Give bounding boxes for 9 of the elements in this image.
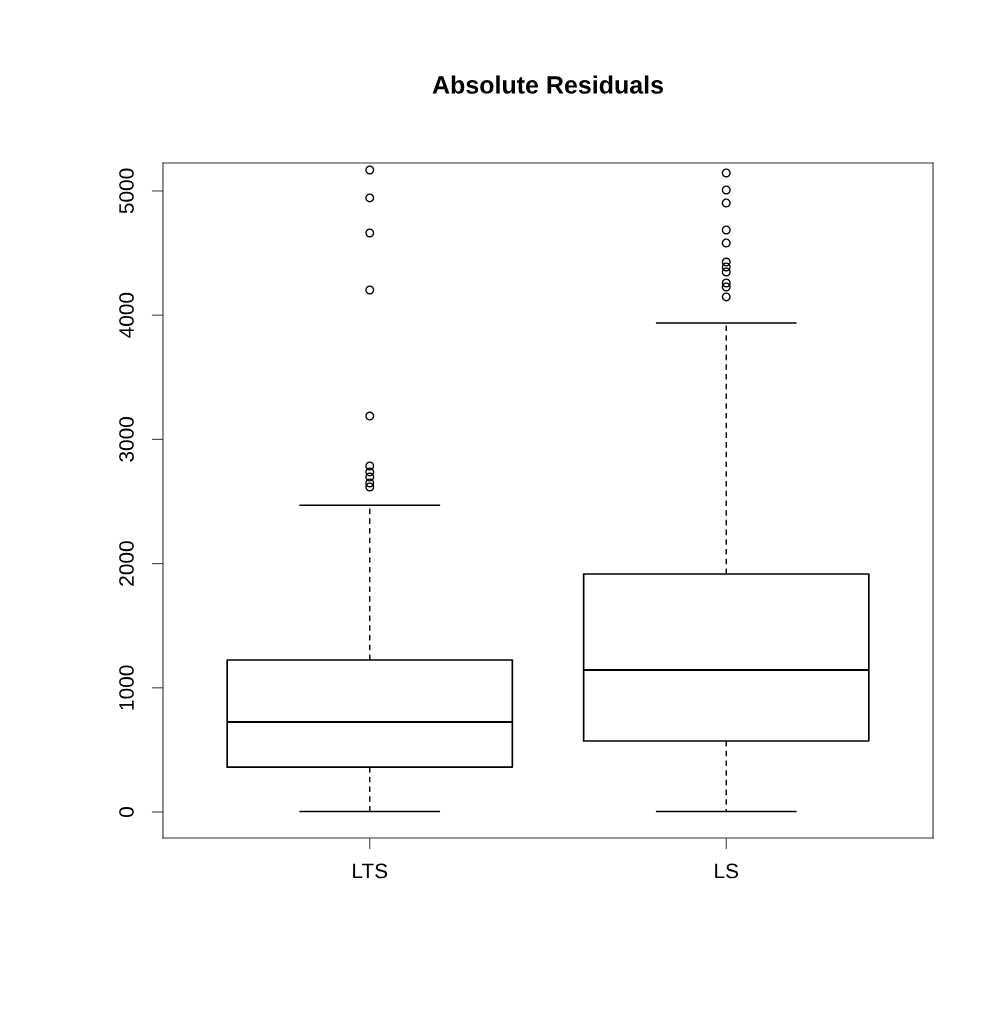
y-tick-label: 3000 <box>119 417 134 462</box>
y-tick-label: 0 <box>119 807 134 818</box>
chart-title: Absolute Residuals <box>432 75 663 94</box>
x-tick-label: LS <box>715 863 739 879</box>
y-tick-label: 4000 <box>119 292 134 338</box>
y-tick-label: 2000 <box>119 541 134 586</box>
y-tick-label: 1000 <box>119 665 134 710</box>
x-tick-label: LTS <box>353 863 388 879</box>
y-tick-label: 5000 <box>119 168 134 214</box>
